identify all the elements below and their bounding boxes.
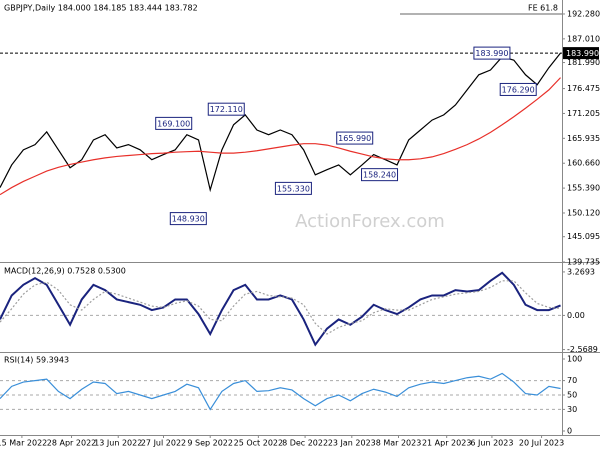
annotation-label: 155.330 [277,184,310,193]
y-tick-label: 70 [567,376,577,385]
last-price-label: 183.990 [566,49,599,58]
fe-label: FE 61.8 [528,3,558,12]
x-tick-label: 6 Jun 2023 [470,439,513,448]
y-tick-label: 171.205 [567,109,600,118]
x-tick-label: 21 Apr 2023 [422,439,471,448]
annotation-label: 148.930 [172,215,205,224]
annotation-label: 169.100 [157,119,190,128]
annotation-label: 176.290 [502,85,535,94]
last-price-box [563,47,599,60]
y-tick-label: -2.5689 [567,345,598,354]
x-tick-label: 8 Mar 2023 [376,439,422,448]
series-line [0,372,561,411]
annotation-box [207,102,245,116]
annotation-box [473,46,511,60]
x-tick-label: 27 Jul 2022 [141,439,186,448]
annotation-box [169,212,207,226]
x-tick-label: 25 Oct 2022 [234,439,283,448]
series-line [0,280,561,335]
y-tick-label: 30 [567,405,577,414]
y-tick-label: 155.390 [567,184,600,193]
annotation-box [499,82,537,96]
y-tick-label: 192.280 [567,9,600,18]
x-tick-label: 20 Jul 2023 [519,439,564,448]
annotation-label: 183.990 [475,49,508,58]
y-tick-label: 176.475 [567,84,600,93]
annotation-box [361,168,399,182]
y-tick-label: 187.010 [567,34,600,43]
macd-title: MACD(12,26,9) 0.7528 0.5300 [4,267,126,276]
y-tick-label: 0 [567,427,572,436]
y-tick-label: 0.00 [567,311,585,320]
x-tick-label: 23 Jan 2023 [328,439,376,448]
y-tick-label: 100 [567,355,582,364]
annotation-label: 158.240 [363,171,396,180]
annotation-label: 172.110 [210,105,243,114]
x-tick-label: 13 Jun 2022 [94,439,142,448]
series-line [0,52,562,193]
annotation-box [274,181,312,195]
y-tick-label: 145.095 [567,232,600,241]
y-tick-label: 181.990 [567,58,600,67]
annotation-label: 165.990 [338,134,371,143]
x-tick-label: 9 Sep 2022 [187,439,233,448]
x-tick-label: 28 Apr 2022 [47,439,96,448]
y-tick-label: 165.935 [567,134,600,143]
annotation-box [336,131,374,145]
y-tick-label: 160.660 [567,159,600,168]
x-tick-label: 8 Dec 2022 [282,439,328,448]
annotation-box [155,116,193,130]
watermark: ActionForex.com [295,211,445,232]
y-tick-label: 150.120 [567,208,600,217]
series-line [0,77,561,196]
rsi-title: RSI(14) 59.3943 [4,356,69,365]
chart-title: GBPJPY,Daily 184.000 184.185 183.444 183… [4,4,198,13]
y-tick-label: 139.735 [567,258,600,267]
y-tick-label: 3.2693 [567,267,595,276]
y-tick-label: 50 [567,391,577,400]
series-line [0,271,561,347]
x-tick-label: 15 Mar 2022 [0,439,47,448]
